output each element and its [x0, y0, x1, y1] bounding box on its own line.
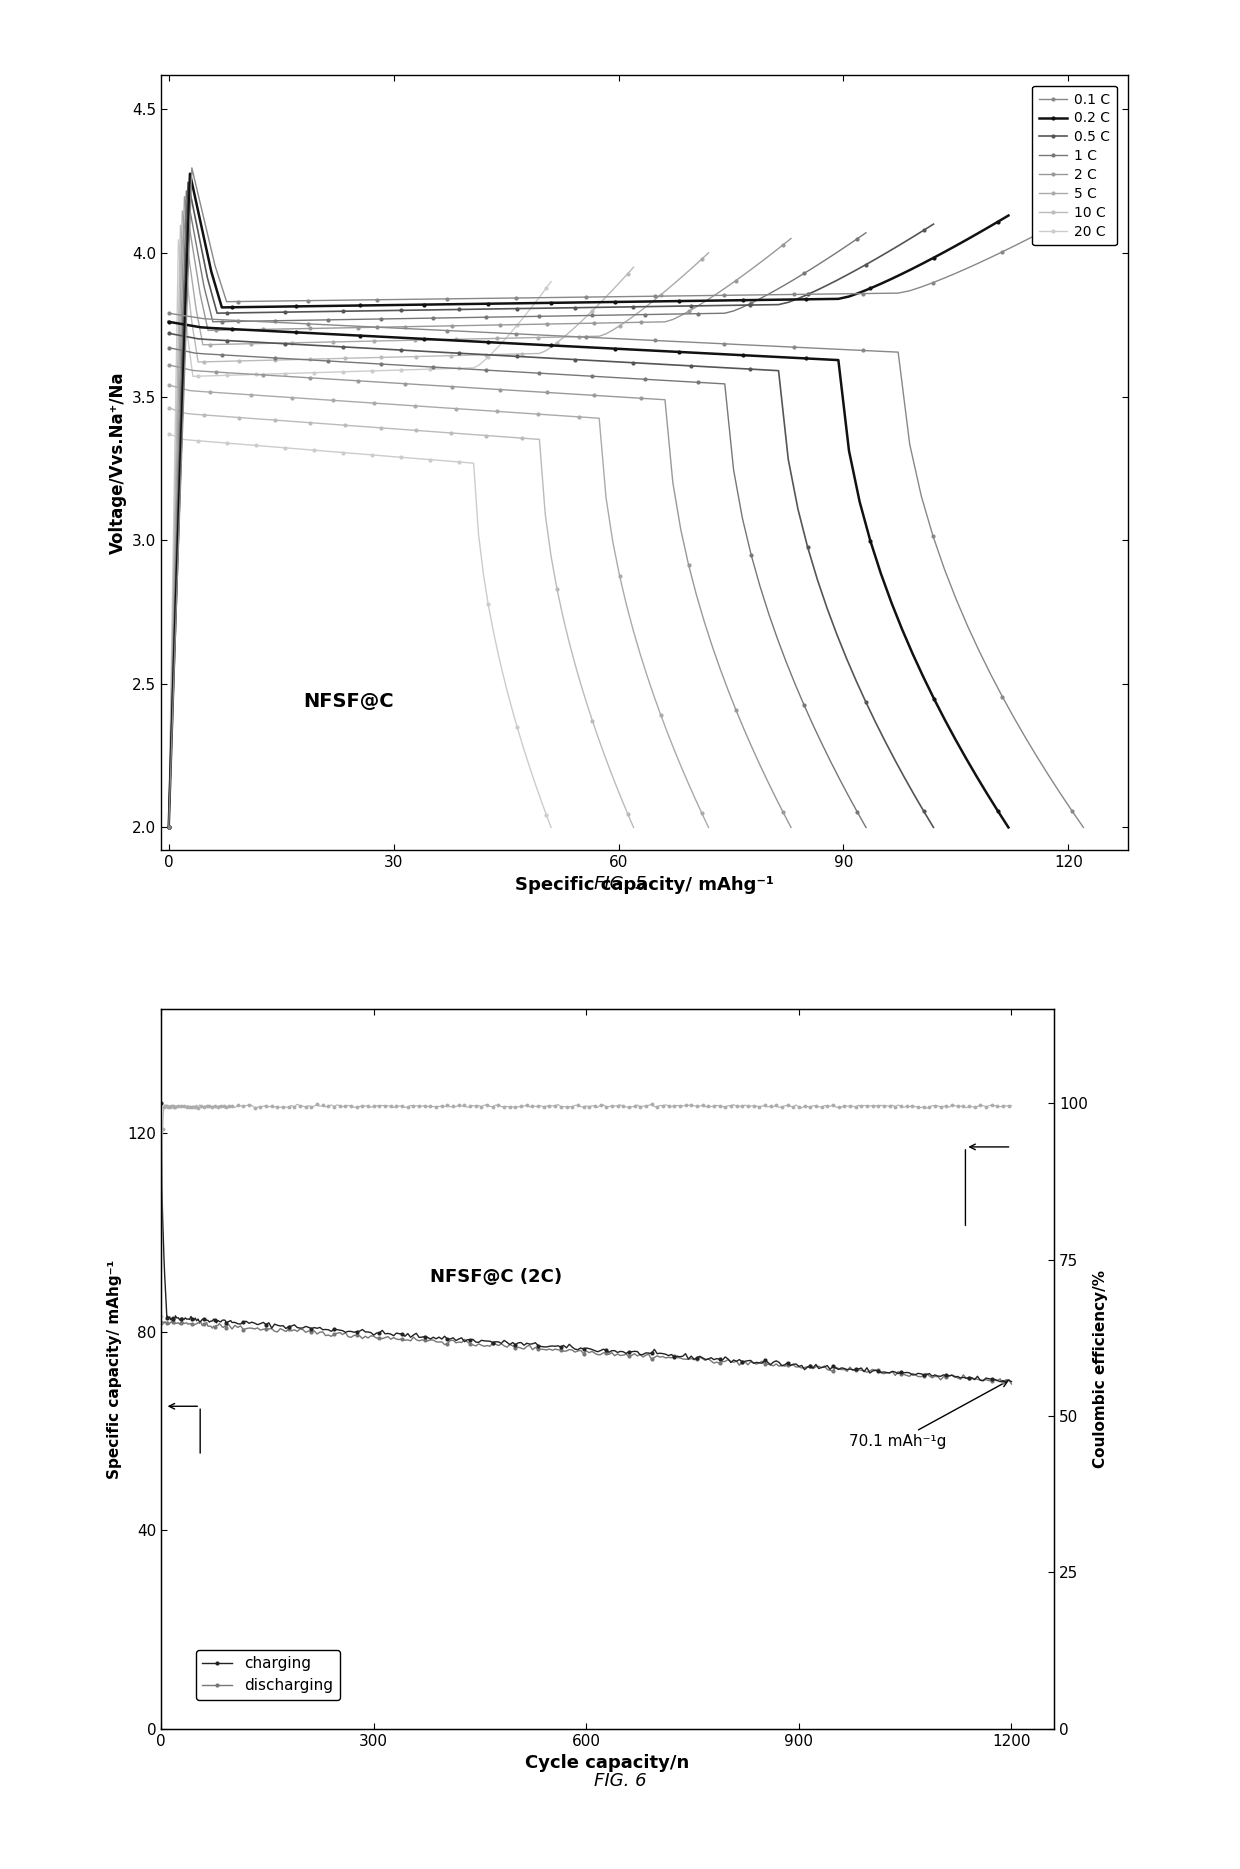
Legend: 0.1 C, 0.2 C, 0.5 C, 1 C, 2 C, 5 C, 10 C, 20 C: 0.1 C, 0.2 C, 0.5 C, 1 C, 2 C, 5 C, 10 C…	[1032, 86, 1116, 245]
discharging	[156, 1312, 171, 1334]
charging	[588, 1340, 603, 1363]
discharging	[267, 1320, 281, 1342]
charging	[264, 1318, 279, 1340]
Legend: charging, discharging: charging, discharging	[196, 1650, 340, 1699]
Line: charging: charging	[160, 1101, 1013, 1383]
charging	[998, 1370, 1013, 1392]
Text: FIG. 5: FIG. 5	[594, 875, 646, 893]
Y-axis label: Voltage/Vvs.Na⁺/Na: Voltage/Vvs.Na⁺/Na	[109, 372, 126, 553]
Text: 70.1 mAh⁻¹g: 70.1 mAh⁻¹g	[848, 1381, 1008, 1448]
X-axis label: Specific capacity/ mAhg⁻¹: Specific capacity/ mAhg⁻¹	[516, 877, 774, 893]
Text: FIG. 6: FIG. 6	[594, 1772, 646, 1791]
charging	[154, 1091, 169, 1114]
charging	[339, 1321, 353, 1344]
discharging	[341, 1325, 356, 1348]
Y-axis label: Specific capacity/ mAhg⁻¹: Specific capacity/ mAhg⁻¹	[107, 1260, 122, 1478]
charging	[1004, 1370, 1019, 1392]
discharging	[996, 1374, 1011, 1396]
Text: NFSF@C (2C): NFSF@C (2C)	[430, 1269, 563, 1286]
discharging	[590, 1344, 605, 1366]
discharging	[154, 1312, 169, 1334]
charging	[842, 1357, 857, 1379]
Y-axis label: Coulombic efficiency/%: Coulombic efficiency/%	[1094, 1271, 1109, 1467]
charging	[831, 1359, 846, 1381]
Text: NFSF@C: NFSF@C	[304, 692, 394, 710]
discharging	[165, 1310, 180, 1333]
discharging	[846, 1359, 861, 1381]
discharging	[835, 1359, 849, 1381]
discharging	[1004, 1374, 1019, 1396]
X-axis label: Cycle capacity/n: Cycle capacity/n	[526, 1755, 689, 1772]
Line: discharging: discharging	[160, 1320, 1013, 1385]
charging	[156, 1248, 171, 1271]
